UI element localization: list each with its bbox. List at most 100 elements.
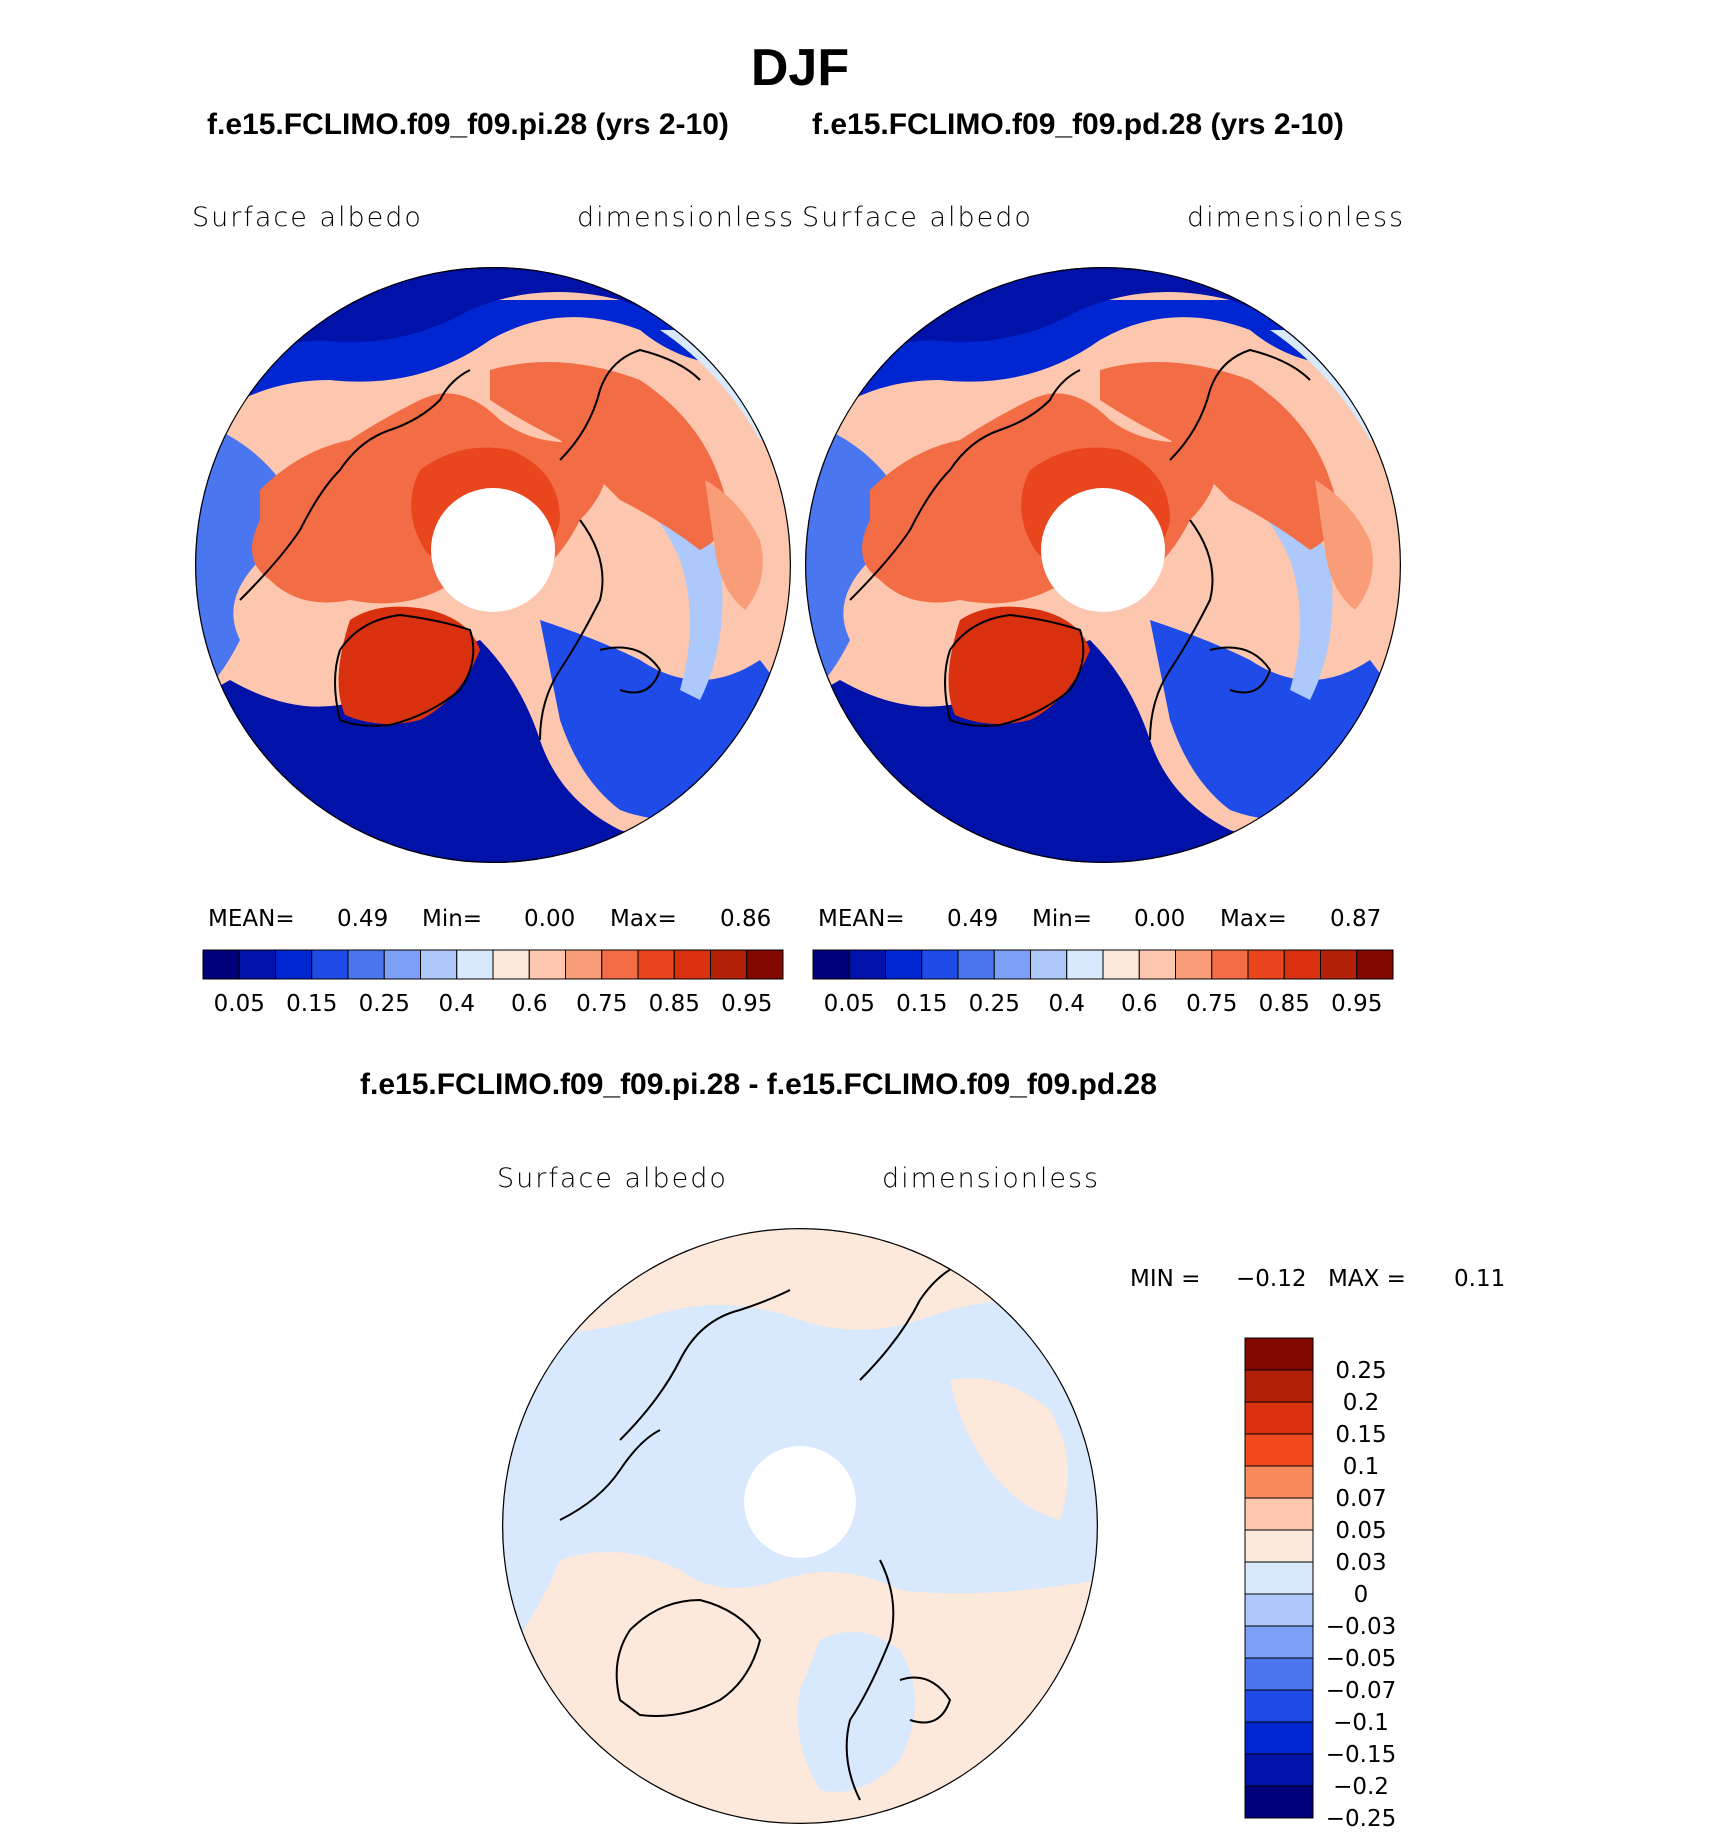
panel-1-map [195,267,791,863]
panel-1-colorbar-box [528,949,566,980]
panel-1-colorbar-box [202,949,240,980]
panel-2-colorbar-box [1320,949,1358,980]
difference-colorbar-box [1244,1625,1314,1659]
panel-2-coastlines [849,348,1311,741]
difference-colorbar-box [1244,1721,1314,1755]
panel-2-min-value: 0.00 [1134,906,1186,932]
panel-2-max-value: 0.87 [1330,906,1382,932]
difference-min-label: MIN = [1130,1266,1201,1292]
panel-2-variable-label: Surface albedo [802,202,1033,233]
difference-min-value: −0.12 [1236,1266,1307,1292]
difference-colorbar-tick-label: 0.2 [1343,1390,1380,1416]
panel-1-colorbar-box [746,949,784,980]
panel-2-colorbar-tick-label: 0.75 [1186,991,1237,1017]
difference-variable-label: Surface albedo [497,1163,728,1194]
panel-1-variable-label: Surface albedo [192,202,423,233]
panel-2-atlantic-ocean [805,640,1400,863]
panel-1-colorbar-box [710,949,748,980]
panel-2-colorbar: 0.05 0.15 0.25 0.4 0.6 0.75 0.85 0.95 [812,949,1394,1017]
difference-positive-atlantic [502,1552,1098,1824]
difference-units-label: dimensionless [882,1163,1101,1194]
panel-2-colorbar-box [885,949,923,980]
panel-1-colorbar-tick-label: 0.25 [359,991,410,1017]
panel-1-colorbar-box [420,949,458,980]
panel-2-colorbar-box [993,949,1031,980]
panel-2-max-label: Max= [1220,906,1287,932]
panel-1-colorbar-tick-label: 0.75 [576,991,627,1017]
panel-1-colorbar-box [673,949,711,980]
panel-2-mean-label: MEAN= [818,906,905,932]
panel-1-colorbar-box [275,949,313,980]
panel-1-colorbar-box [383,949,421,980]
panel-1-colorbar-box [637,949,675,980]
panel-2-colorbar-box [957,949,995,980]
difference-colorbar-box [1244,1689,1314,1723]
panel-2-colorbar-tick-label: 0.15 [896,991,947,1017]
difference-colorbar-tick-label: −0.25 [1326,1806,1396,1832]
panel-1-colorbar-box [311,949,349,980]
difference-colorbar-box [1244,1657,1314,1691]
difference-colorbar-tick-label: −0.03 [1326,1614,1396,1640]
panel-1-colorbar-tick-label: 0.4 [438,991,475,1017]
panel-2-colorbar-box [921,949,959,980]
panel-2-colorbar-box [1211,949,1249,980]
difference-colorbar-box [1244,1369,1314,1403]
panel-1-coastlines [239,348,701,741]
panel-1-colorbar-tick-label: 0.05 [214,991,265,1017]
difference-colorbar-tick-label: 0.03 [1335,1550,1386,1576]
difference-colorbar-box [1244,1433,1314,1467]
difference-colorbar-box [1244,1785,1314,1819]
panel-2-min-label: Min= [1032,906,1093,932]
panel-1-colorbar: 0.05 0.15 0.25 0.4 0.6 0.75 0.85 0.95 [202,949,784,1017]
difference-colorbar-tick-label: −0.1 [1333,1710,1389,1736]
panel-1-colorbar-tick-label: 0.6 [511,991,548,1017]
panel-2-mean-value: 0.49 [947,906,999,932]
panel-1-colorbar-tick-label: 0.15 [286,991,337,1017]
panel-1-min-label: Min= [422,906,483,932]
panel-1-east-snow [705,480,763,610]
panel-1-colorbar-box [565,949,603,980]
difference-red-spot [1040,1710,1098,1760]
panel-2-colorbar-box [1283,949,1321,980]
panel-1-mean-label: MEAN= [208,906,295,932]
difference-colorbar-box [1244,1593,1314,1627]
panel-2-colorbar-tick-label: 0.95 [1331,991,1382,1017]
difference-colorbar: 0.25 0.2 0.15 0.1 0.07 0.05 0.03 0 −0.03 −0.05 −0.… [1244,1337,1396,1832]
panel-2-colorbar-box [1356,949,1394,980]
panel-2-units-label: dimensionless [1187,202,1406,233]
panel-2-colorbar-tick-label: 0.6 [1121,991,1158,1017]
panel-1-colorbar-tick-label: 0.95 [721,991,772,1017]
difference-colorbar-tick-label: 0 [1354,1582,1369,1608]
panel-1-pole-hole [431,488,555,612]
panel-1-siberia-snow [490,362,727,550]
panel-2-colorbar-box [1030,949,1068,980]
difference-colorbar-tick-label: −0.2 [1333,1774,1389,1800]
difference-colorbar-box [1244,1529,1314,1563]
panel-2-colorbar-box [812,949,850,980]
panel-2-colorbar-tick-label: 0.05 [824,991,875,1017]
difference-colorbar-box [1244,1753,1314,1787]
panel-2-colorbar-tick-label: 0.85 [1259,991,1310,1017]
difference-colorbar-box [1244,1337,1314,1371]
panel-2-greenland-ice [948,606,1090,724]
panel-2-colorbar-box [1102,949,1140,980]
difference-colorbar-tick-label: 0.05 [1335,1518,1386,1544]
panel-2-case-title: f.e15.FCLIMO.f09_f09.pd.28 (yrs 2-10) [812,108,1344,141]
panel-2-map [805,267,1401,863]
figure-title: DJF [750,39,850,97]
difference-colorbar-box [1244,1401,1314,1435]
panel-2-pole-hole [1041,488,1165,612]
panel-2-colorbar-tick-label: 0.25 [969,991,1020,1017]
difference-colorbar-tick-label: 0.15 [1335,1422,1386,1448]
panel-2-colorbar-box [1247,949,1285,980]
difference-pole-hole [744,1446,856,1558]
panel-2-siberia-snow [1100,362,1337,550]
difference-max-label: MAX = [1328,1266,1406,1292]
difference-colorbar-tick-label: −0.07 [1326,1678,1396,1704]
panel-1-colorbar-box [456,949,494,980]
panel-1-atlantic-ocean [195,640,790,863]
difference-colorbar-tick-label: −0.05 [1326,1646,1396,1672]
difference-colorbar-box [1244,1497,1314,1531]
panel-1-max-value: 0.86 [720,906,772,932]
